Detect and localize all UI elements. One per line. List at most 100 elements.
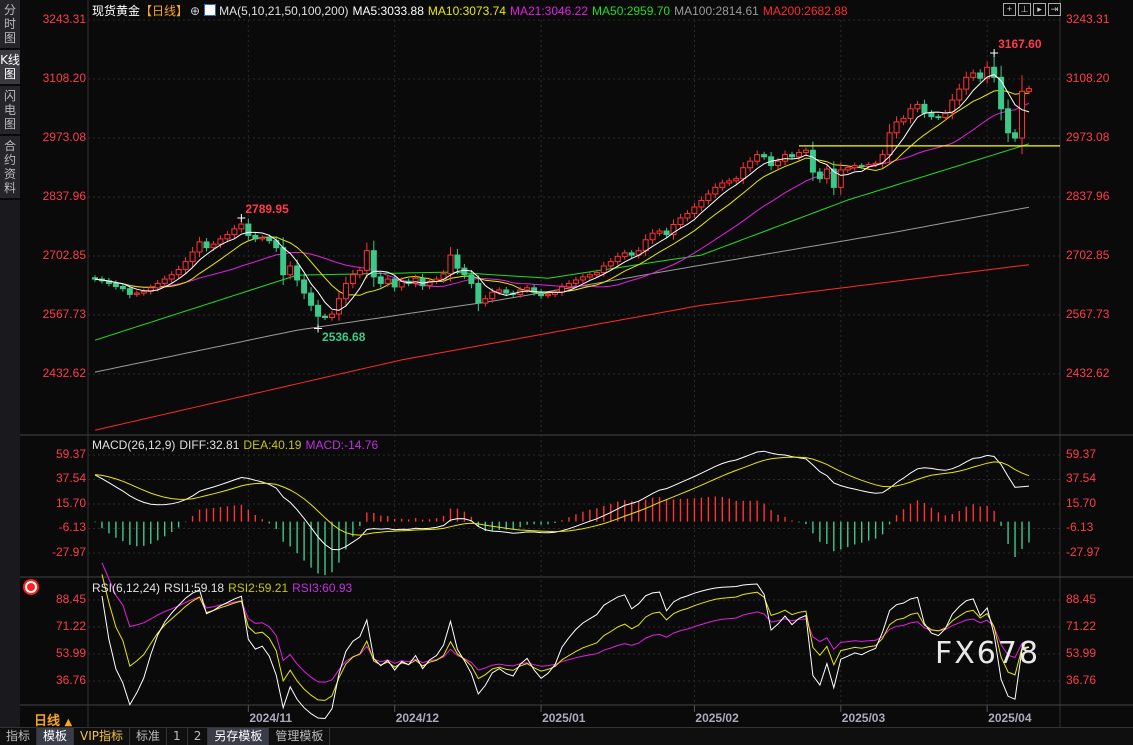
candle-body: [593, 272, 600, 276]
candle-body: [391, 278, 398, 288]
zoom-range-icon[interactable]: ⊥: [1018, 3, 1031, 16]
candle: [740, 162, 747, 185]
rsi2-value: RSI2:59.21: [228, 581, 289, 595]
x-tick-label: 2025/04: [988, 711, 1032, 725]
candle: [984, 61, 991, 84]
candle-body: [224, 234, 231, 240]
candle: [335, 291, 342, 321]
candle-body: [572, 279, 579, 284]
price-header: 现货黄金【日线】 ⊕ MA(5,10,21,50,100,200) MA5:3033.…: [92, 2, 848, 19]
candle: [698, 196, 705, 212]
candle-body: [998, 76, 1005, 110]
candle-body: [684, 213, 691, 219]
candle: [482, 295, 489, 307]
candle: [684, 210, 691, 222]
bottom-tab-5[interactable]: 2: [188, 728, 209, 745]
candle-body: [531, 287, 538, 293]
ma50-line: [94, 143, 1030, 341]
candle-body: [461, 267, 468, 276]
y-tick-label-right: 53.99: [1066, 646, 1097, 660]
candle-body: [140, 290, 147, 294]
y-tick-label-left: 71.22: [55, 619, 86, 633]
candle-body: [377, 276, 384, 284]
candle: [175, 265, 182, 279]
sidebar-tab-2[interactable]: 闪电图: [0, 86, 20, 136]
macd-diff: DIFF:32.81: [179, 438, 240, 452]
candle: [252, 232, 259, 243]
candle-body: [322, 315, 329, 319]
ma5-value: MA5:3033.88: [352, 4, 424, 18]
candle: [963, 71, 970, 95]
candle: [231, 224, 238, 239]
bottom-tab-4[interactable]: 1: [167, 728, 188, 745]
candle-body: [761, 154, 768, 158]
sidebar-tab-3[interactable]: 合约资料: [0, 136, 20, 200]
ma21-value: MA21:3046.22: [509, 4, 589, 18]
candle-body: [475, 282, 482, 304]
candle-body: [496, 289, 503, 293]
y-tick-label-left: 3108.20: [42, 70, 86, 85]
candle-body: [705, 193, 712, 201]
candle-body: [238, 223, 245, 230]
candle: [301, 273, 308, 300]
candle: [266, 234, 273, 244]
candle-body: [851, 165, 858, 169]
candle-body: [670, 223, 677, 236]
y-tick-label-left: 2973.08: [42, 130, 86, 144]
candle-body: [949, 99, 956, 114]
candle: [328, 310, 335, 321]
candle: [377, 272, 384, 288]
x-tick-label: 2025/02: [695, 711, 739, 725]
ma10-value: MA10:3073.74: [427, 4, 506, 18]
chart-background: [20, 0, 1133, 727]
candle: [782, 150, 789, 166]
y-tick-label-right: -6.13: [1066, 520, 1094, 535]
y-tick-label-left: 37.54: [55, 471, 86, 486]
candle: [998, 65, 1005, 121]
sidebar-tab-0[interactable]: 分时图: [0, 0, 20, 50]
candle: [342, 276, 349, 306]
play-icon[interactable]: ▸: [1033, 3, 1046, 16]
candle: [370, 240, 377, 287]
bottom-tab-0[interactable]: 指标: [0, 728, 38, 745]
candle: [816, 167, 823, 183]
bottom-tab-6[interactable]: 另存模板: [208, 728, 270, 745]
indicator-settings-icon[interactable]: [25, 581, 37, 593]
y-tick-label-right: -27.97: [1066, 545, 1101, 559]
candle-body: [1025, 88, 1032, 92]
candle-body: [621, 252, 628, 257]
y-tick-label-right: 88.45: [1066, 592, 1097, 606]
y-tick-label-left: 3243.31: [42, 12, 86, 26]
ma-params: MA(5,10,21,50,100,200): [219, 4, 349, 18]
candle: [572, 276, 579, 287]
ma200-value: MA200:2682.88: [762, 4, 848, 18]
bottom-tab-7[interactable]: 管理模板: [269, 728, 331, 745]
crosshair-icon[interactable]: +: [1003, 3, 1016, 16]
bottom-tab-1[interactable]: 模板: [37, 728, 75, 745]
bottom-tab-bar: 指标 模板 VIP指标 标准 1 2 另存模板 管理模板: [0, 727, 1133, 745]
sidebar-tab-1[interactable]: K线图: [0, 50, 20, 86]
candle: [705, 189, 712, 205]
candle-body: [600, 265, 607, 274]
candle: [614, 252, 621, 266]
indicator-chart-icon[interactable]: [204, 4, 217, 16]
candle-body: [308, 292, 315, 306]
bottom-tab-3[interactable]: 标准: [130, 728, 168, 745]
macd-title: MACD(26,12,9): [92, 438, 176, 452]
candle: [1019, 75, 1026, 155]
candle-body: [991, 66, 998, 78]
candle: [858, 163, 865, 169]
candle-body: [942, 112, 949, 119]
settings-circle-icon[interactable]: ⊕: [190, 4, 201, 18]
period-label: 【日线】: [140, 4, 189, 18]
period-selector[interactable]: 日线 ▲: [34, 710, 72, 729]
candle-body: [468, 274, 475, 284]
period-selector-label: 日线: [34, 714, 61, 729]
candle: [628, 250, 635, 258]
bottom-tab-2[interactable]: VIP指标: [74, 728, 131, 745]
candle-body: [412, 277, 419, 284]
candle-body: [259, 237, 266, 240]
exit-right-icon[interactable]: ⇥: [1048, 3, 1061, 16]
candle-body: [956, 88, 963, 101]
